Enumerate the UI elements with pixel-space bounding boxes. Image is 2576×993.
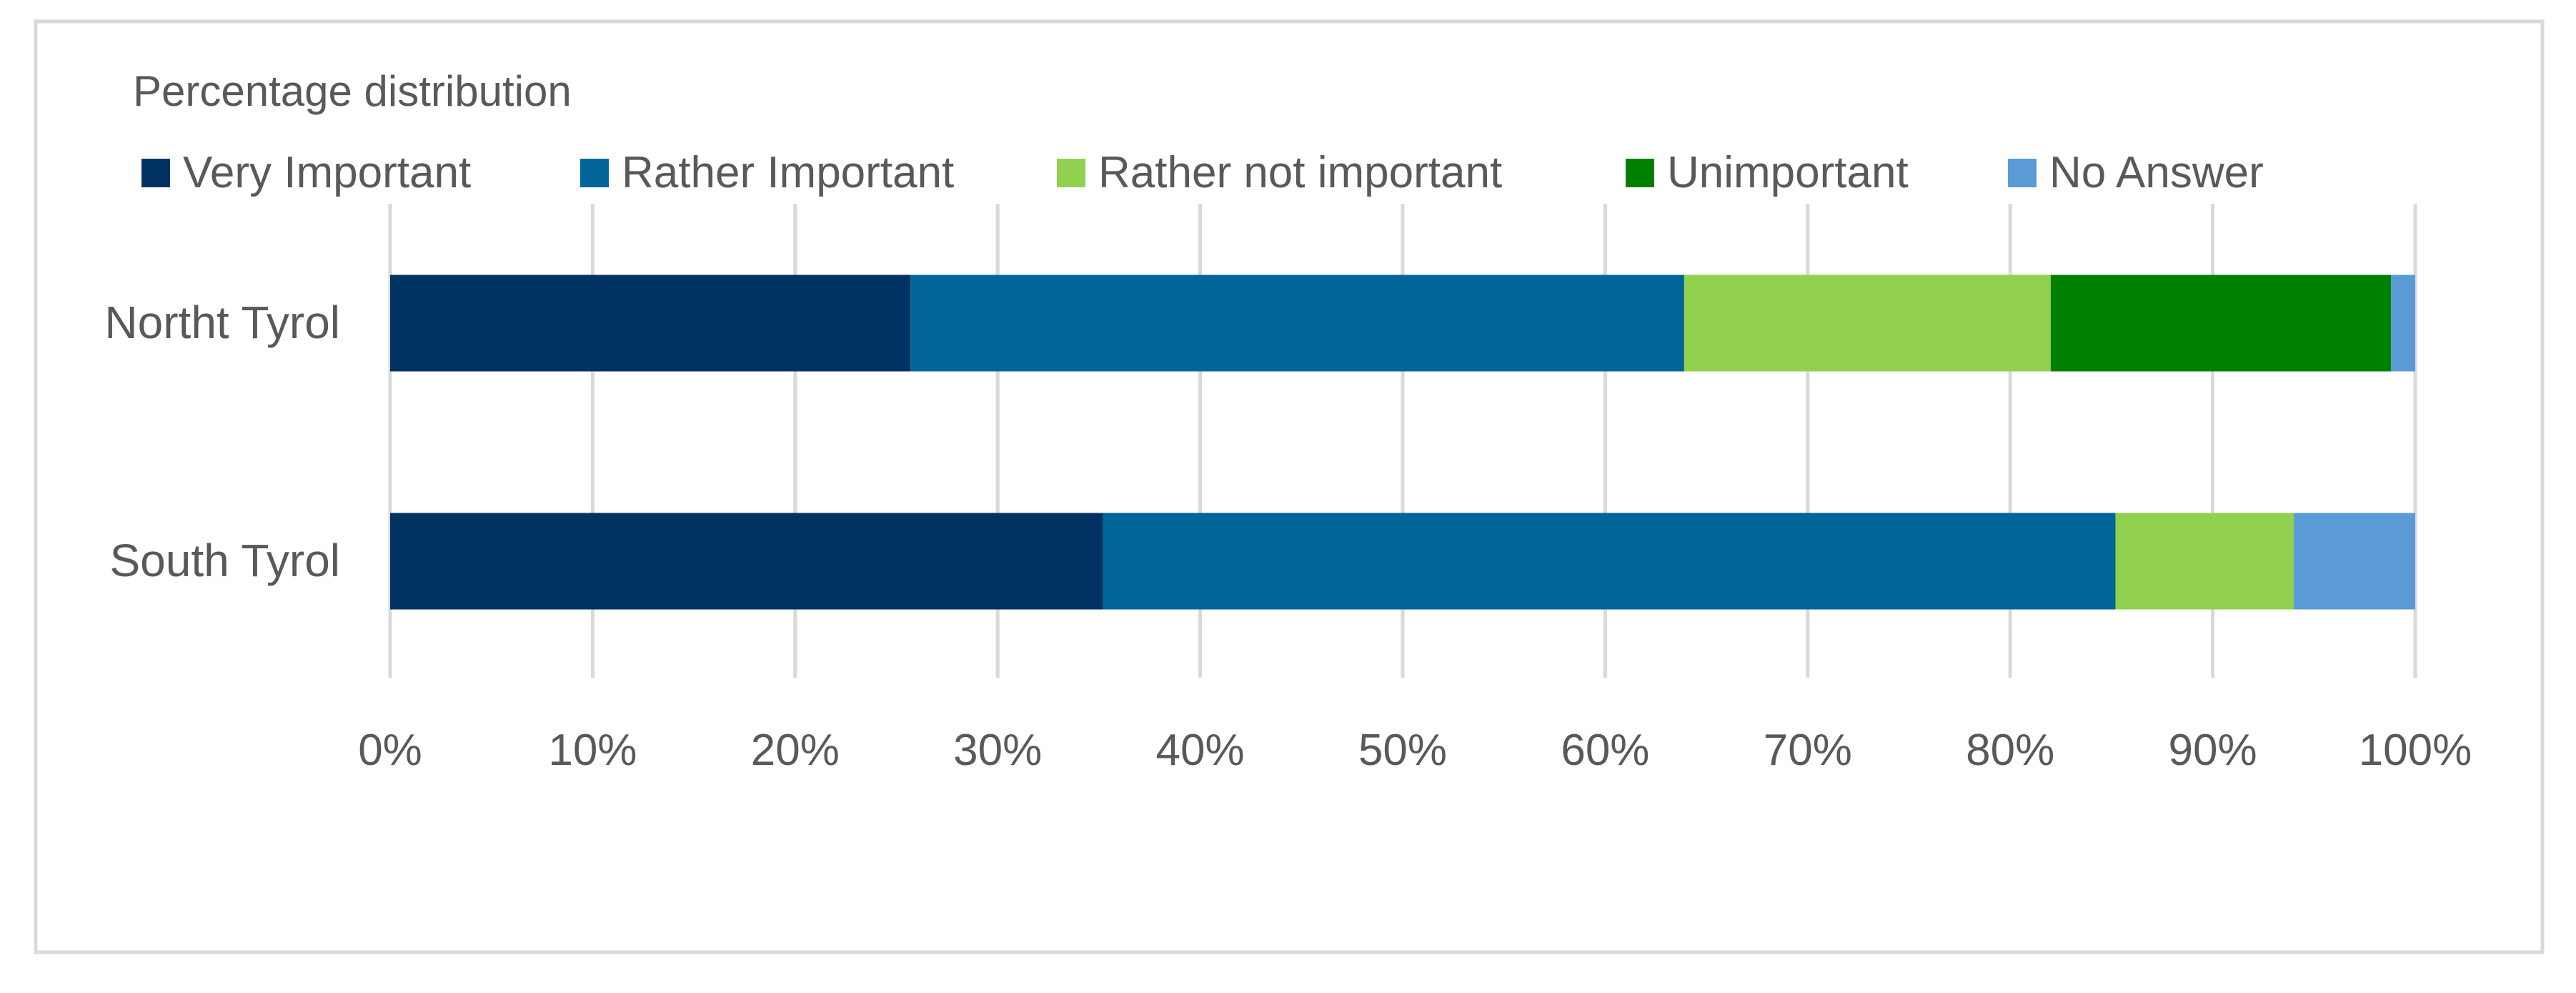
legend-label-no-answer: No Answer	[2049, 148, 2264, 197]
bar-south-tyrol-no-answer	[2293, 513, 2415, 610]
legend-item-rather-important: Rather Important	[580, 148, 954, 197]
x-tick-label-90: 90%	[2169, 726, 2257, 775]
x-tick-label-100: 100%	[2359, 726, 2472, 775]
x-tick-label-70: 70%	[1764, 726, 1852, 775]
x-tick-labels: 0% 10% 20% 30% 40% 50% 60% 70% 80% 90% 100%	[358, 726, 2472, 775]
legend: Very Important Rather Important Rather not…	[141, 148, 2264, 197]
bar-northt-tyrol-unimportant	[2050, 275, 2391, 372]
legend-item-rather-not-important: Rather not important	[1057, 148, 1502, 197]
chart-title: Percentage distribution	[133, 67, 572, 115]
legend-swatch-no-answer	[2008, 159, 2037, 187]
x-tick-label-20: 20%	[751, 726, 840, 775]
category-label-northt-tyrol: Northt Tyrol	[104, 297, 340, 348]
bar-south-tyrol-rather-important	[1103, 513, 2116, 610]
x-tick-label-60: 60%	[1561, 726, 1649, 775]
legend-swatch-rather-not-important	[1057, 159, 1085, 187]
x-tick-label-30: 30%	[953, 726, 1042, 775]
x-tick-label-40: 40%	[1156, 726, 1245, 775]
legend-swatch-rather-important	[580, 159, 609, 187]
x-tick-label-50: 50%	[1358, 726, 1447, 775]
bars	[390, 275, 2415, 610]
bar-south-tyrol-rather-not-important	[2115, 513, 2294, 610]
x-tick-label-10: 10%	[548, 726, 637, 775]
bar-northt-tyrol-rather-not-important	[1684, 275, 2051, 372]
legend-swatch-very-important	[141, 159, 170, 187]
x-tick-label-0: 0%	[358, 726, 422, 775]
legend-label-rather-important: Rather Important	[622, 148, 954, 197]
chart-frame	[34, 19, 2545, 954]
x-tick-label-80: 80%	[1966, 726, 2054, 775]
category-label-south-tyrol: South Tyrol	[109, 535, 340, 586]
legend-label-rather-not-important: Rather not important	[1098, 148, 1502, 197]
bar-northt-tyrol-rather-important	[910, 275, 1684, 372]
bar-south-tyrol-very-important	[390, 513, 1103, 610]
bar-northt-tyrol-no-answer	[2390, 275, 2415, 372]
legend-item-no-answer: No Answer	[2008, 148, 2264, 197]
legend-item-very-important: Very Important	[141, 148, 471, 197]
legend-label-unimportant: Unimportant	[1667, 148, 1909, 197]
legend-item-unimportant: Unimportant	[1626, 148, 1909, 197]
legend-label-very-important: Very Important	[183, 148, 471, 197]
category-labels: Northt Tyrol South Tyrol	[104, 297, 340, 586]
legend-swatch-unimportant	[1626, 159, 1654, 187]
bar-northt-tyrol-very-important	[390, 275, 911, 372]
